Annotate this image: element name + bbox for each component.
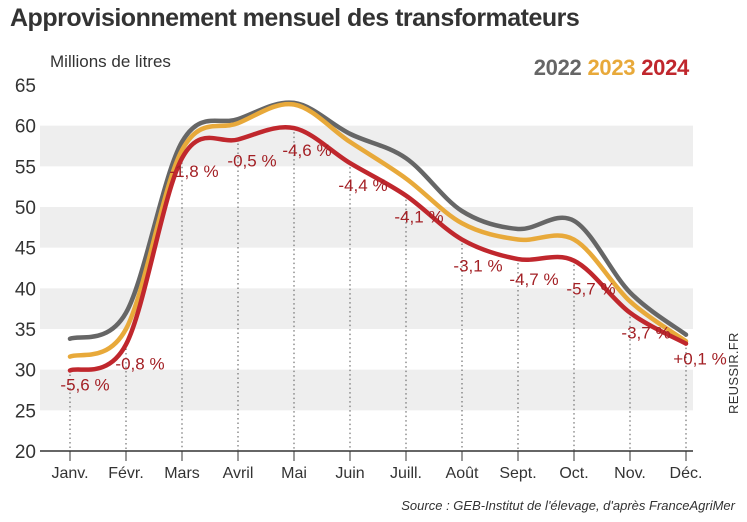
legend-item-2023: 2023 <box>587 55 636 80</box>
x-tick-label: Sept. <box>499 465 536 482</box>
y-tick-label: 45 <box>15 239 36 260</box>
annotation-label: -1,8 % <box>169 162 218 181</box>
x-tick-label: Avril <box>223 465 254 482</box>
annotation-label: +0,1 % <box>673 350 726 369</box>
y-tick-label: 20 <box>15 442 36 463</box>
annotation-label: -3,7 % <box>621 324 670 343</box>
y-tick-label: 65 <box>15 76 36 97</box>
chart-title: Approvisionnement mensuel des transforma… <box>10 4 580 32</box>
x-tick-label: Janv. <box>51 465 88 482</box>
annotation-label: -4,4 % <box>338 176 387 195</box>
y-tick-label: 35 <box>15 320 36 341</box>
y-tick-label: 60 <box>15 117 36 138</box>
series-line-2024 <box>67 125 689 373</box>
x-tick-label: Déc. <box>670 465 703 482</box>
x-tick-label: Juin <box>335 465 364 482</box>
annotation-label: -3,1 % <box>453 257 502 276</box>
grid-band <box>40 288 693 329</box>
y-tick-label: 30 <box>15 361 36 382</box>
annotation-label: -0,5 % <box>227 151 276 170</box>
x-tick-label: Août <box>446 465 479 482</box>
x-tick-label: Mars <box>164 465 200 482</box>
site-credit: REUSSIR.FR <box>726 332 741 414</box>
x-tick-label: Févr. <box>108 465 144 482</box>
source-note: Source : GEB-Institut de l'élevage, d'ap… <box>401 498 735 513</box>
x-tick-label: Juill. <box>390 465 422 482</box>
x-tick-label: Oct. <box>559 465 588 482</box>
annotation-label: -4,6 % <box>282 141 331 160</box>
annotation-label: -5,6 % <box>60 375 109 394</box>
annotation-label: -0,8 % <box>115 354 164 373</box>
annotation-label: -4,7 % <box>509 270 558 289</box>
y-tick-label: 50 <box>15 198 36 219</box>
y-tick-label: 55 <box>15 157 36 178</box>
series-line-2022 <box>67 100 689 342</box>
legend-item-2022: 2022 <box>533 55 582 80</box>
legend: 2022 2023 2024 <box>528 55 690 81</box>
x-tick-label: Mai <box>281 465 307 482</box>
grid-band <box>40 125 693 167</box>
series-line-2023 <box>67 101 689 359</box>
y-tick-label: 25 <box>15 401 36 422</box>
y-axis-label: Millions de litres <box>50 52 171 71</box>
x-tick-label: Nov. <box>614 465 646 482</box>
annotation-label: -4,1 % <box>394 208 443 227</box>
legend-item-2024: 2024 <box>641 55 689 80</box>
grid-band <box>40 369 693 411</box>
y-tick-label: 40 <box>15 279 36 300</box>
annotation-label: -5,7 % <box>566 280 615 299</box>
